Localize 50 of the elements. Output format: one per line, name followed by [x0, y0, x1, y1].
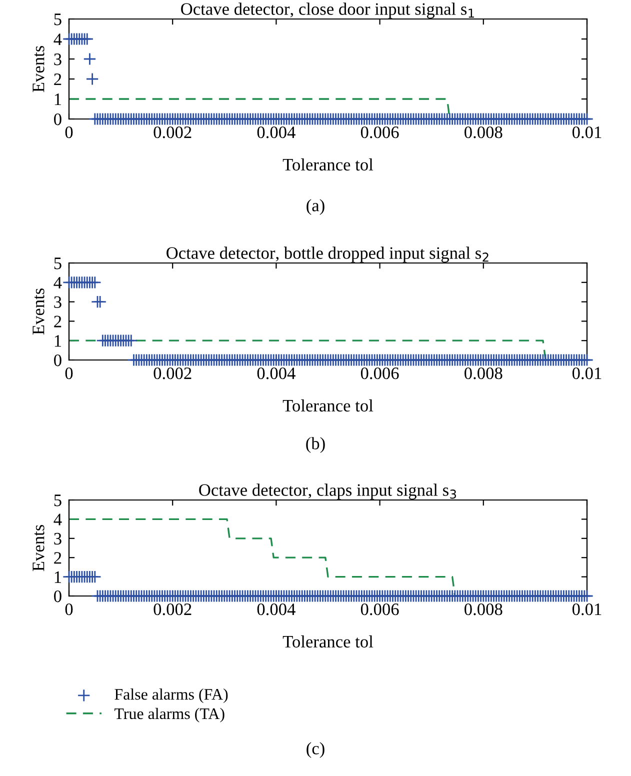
y-tick-label: 4 [54, 276, 62, 288]
y-tick-label: 4 [54, 34, 62, 46]
x-tick-label: 0.008 [464, 126, 502, 138]
x-tick-label: 0.002 [154, 603, 192, 616]
legend-label: False alarms (FA) [114, 688, 228, 703]
x-tick-label: 0.004 [257, 126, 296, 138]
y-tick-label: 2 [54, 316, 62, 328]
x-axis-title: Tolerance tol [282, 158, 374, 171]
y-axis-title: Events [32, 288, 44, 335]
x-tick-label: 0 [65, 603, 73, 616]
y-tick-label: 0 [54, 354, 62, 366]
y-tick-label: 3 [54, 532, 62, 545]
y-tick-label: 3 [54, 296, 62, 308]
chart-title: Octave detector, claps input signal s$_{3}$ [199, 484, 456, 500]
y-axis-title: Events [32, 46, 44, 92]
text: (a) [306, 199, 324, 215]
x-tick-label: 0.002 [154, 367, 192, 380]
y-tick-label: 4 [54, 514, 62, 526]
x-tick-label: 0.01 [572, 126, 602, 138]
y-tick-label: 5 [54, 14, 62, 26]
y-tick-label: 5 [54, 258, 62, 270]
x-tick-label: 0.01 [572, 603, 602, 616]
x-tick-label: 0.006 [360, 603, 399, 616]
chart-title: Octave detector, close door input signal s$_{1}$ [181, 2, 474, 18]
x-tick-label: 0.01 [572, 367, 602, 380]
x-tick-label: 0.004 [257, 603, 296, 616]
y-tick-label: 2 [54, 552, 62, 564]
y-tick-label: 5 [54, 494, 62, 506]
x-tick-label: 0.004 [257, 367, 296, 380]
x-tick-label: 0.008 [464, 603, 502, 616]
x-tick-label: 0.006 [360, 126, 399, 138]
x-axis-title: Tolerance tol [282, 635, 374, 648]
x-tick-label: 0 [65, 367, 73, 380]
x-tick-label: 0.006 [360, 367, 399, 380]
x-tick-label: 0 [65, 126, 73, 138]
text: (c) [306, 742, 324, 758]
y-tick-label: 1 [54, 335, 62, 347]
y-tick-label: 3 [54, 54, 62, 66]
x-tick-label: 0.008 [464, 367, 502, 380]
legend-label: True alarms (TA) [114, 708, 224, 722]
y-axis-title: Events [32, 525, 44, 572]
chart-title: Octave detector, bottle dropped input signal s$_{2}$ [166, 246, 488, 262]
y-tick-label: 0 [54, 590, 62, 602]
y-tick-label: 2 [54, 74, 62, 86]
y-tick-label: 1 [54, 94, 62, 106]
text: (b) [306, 437, 325, 453]
x-tick-label: 0.002 [154, 126, 192, 138]
x-axis-title: Tolerance tol [282, 399, 374, 412]
y-tick-label: 1 [54, 571, 62, 583]
y-tick-label: 0 [54, 113, 62, 126]
